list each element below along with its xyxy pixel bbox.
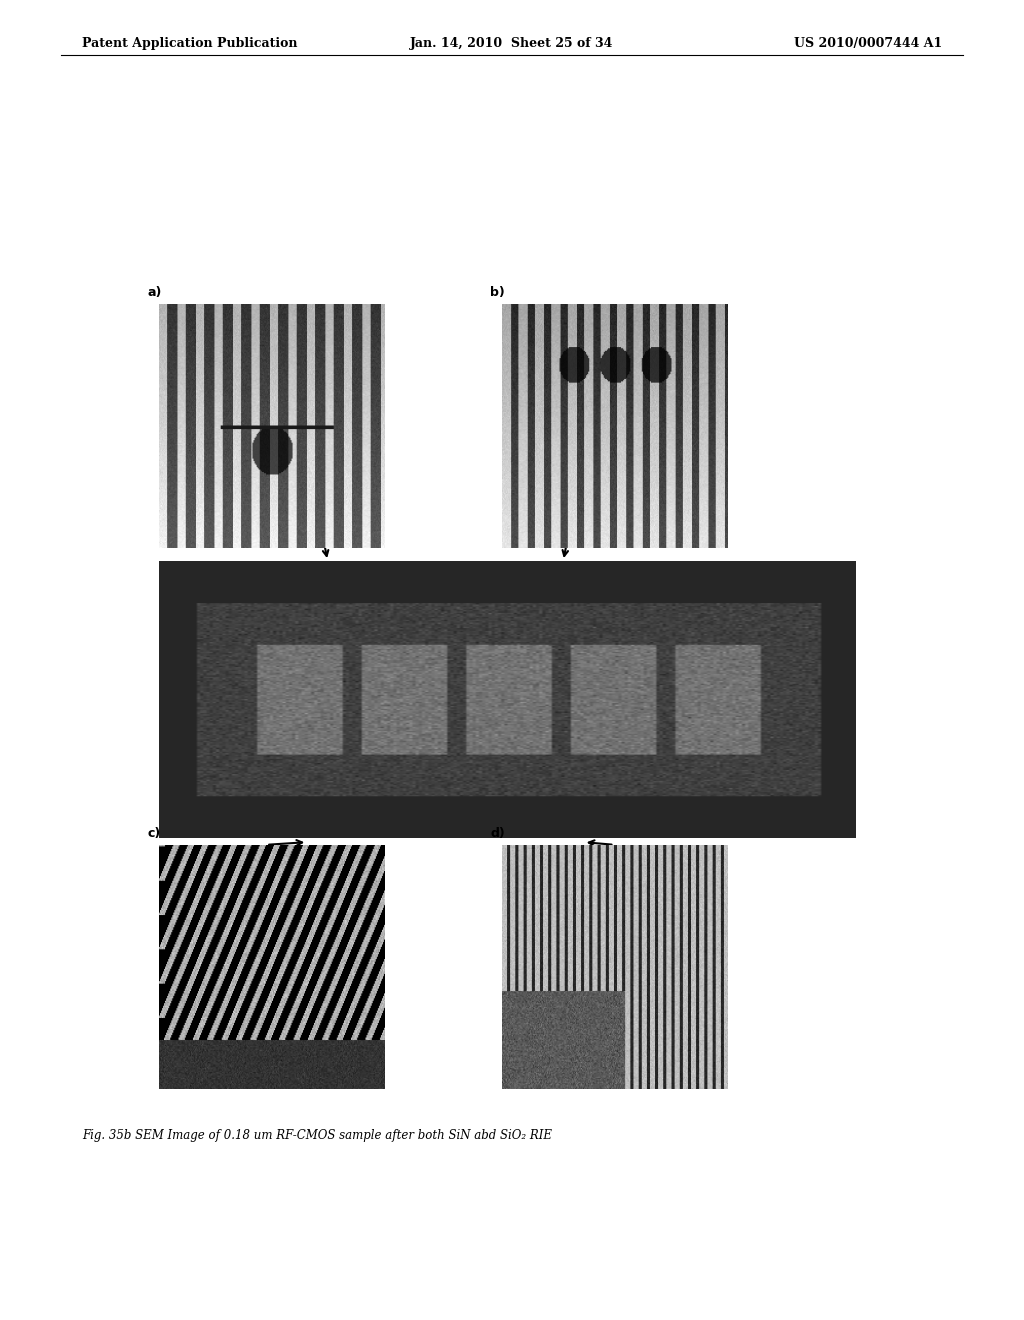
- Text: US 2010/0007444 A1: US 2010/0007444 A1: [794, 37, 942, 50]
- Text: a): a): [147, 285, 162, 298]
- Text: Fig. 35b SEM Image of 0.18 um RF-CMOS sample after both SiN abd SiO₂ RIE: Fig. 35b SEM Image of 0.18 um RF-CMOS sa…: [82, 1129, 552, 1142]
- Text: Patent Application Publication: Patent Application Publication: [82, 37, 297, 50]
- Text: Jan. 14, 2010  Sheet 25 of 34: Jan. 14, 2010 Sheet 25 of 34: [411, 37, 613, 50]
- Text: b): b): [490, 285, 505, 298]
- Text: c): c): [147, 826, 161, 840]
- Text: d): d): [490, 826, 505, 840]
